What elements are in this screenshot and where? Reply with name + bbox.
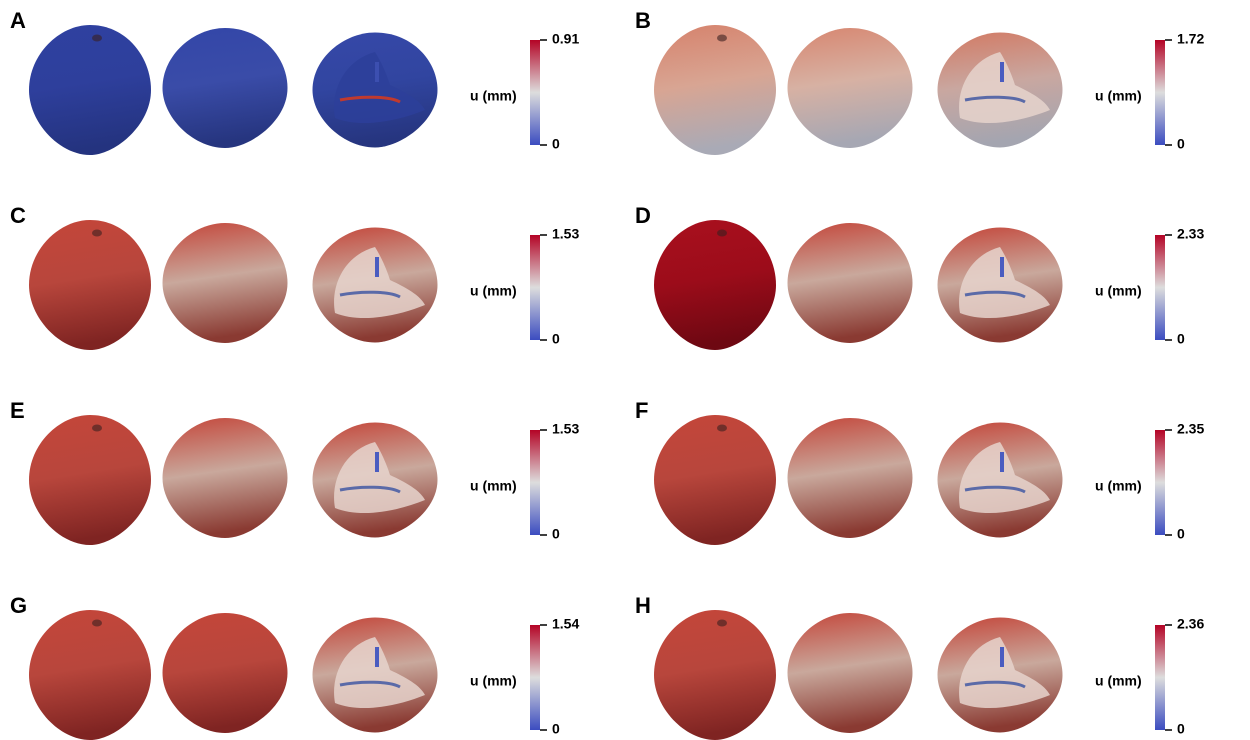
- colorbar: [530, 235, 540, 340]
- colorbar-tick-label: 0: [552, 721, 560, 737]
- panel: Du (mm) 0 2.33: [635, 203, 1204, 350]
- model-cut-face: [959, 442, 1050, 514]
- model-cut-detail: [339, 680, 401, 689]
- model-view: [654, 220, 776, 350]
- model-view: [787, 28, 913, 148]
- colorbar: [530, 40, 540, 145]
- model-cut-face: [334, 442, 425, 514]
- colorbar: [1155, 430, 1165, 535]
- colorbar-title: u (mm): [470, 478, 517, 494]
- colorbar-tick-label: 1.54: [552, 616, 579, 632]
- model-stem: [375, 62, 379, 82]
- model-hole: [717, 229, 727, 237]
- colorbar-title: u (mm): [1095, 673, 1142, 689]
- colorbar-tick-label: 0.91: [552, 31, 579, 47]
- colorbar: [530, 625, 540, 730]
- model-view: [654, 25, 776, 155]
- model-view: [162, 223, 288, 343]
- model-view: [162, 28, 288, 148]
- panel: Gu (mm) 0 1.54: [10, 593, 579, 740]
- colorbar-tick-label: 0: [1177, 331, 1185, 347]
- model-view: [654, 610, 776, 740]
- colorbar: [1155, 235, 1165, 340]
- panel-label: G: [10, 593, 27, 618]
- colorbar-title: u (mm): [470, 673, 517, 689]
- model-view: [29, 610, 151, 740]
- model-hole: [92, 619, 102, 627]
- model-cut-face: [959, 637, 1050, 709]
- model-cut-detail: [964, 290, 1026, 299]
- colorbar-tick-label: 0: [1177, 136, 1185, 152]
- panel-label: B: [635, 8, 651, 33]
- model-hole: [717, 34, 727, 42]
- colorbar-tick-label: 2.35: [1177, 421, 1204, 437]
- model-cut-face: [959, 52, 1050, 124]
- colorbar-title: u (mm): [470, 88, 517, 104]
- panel-label: D: [635, 203, 651, 228]
- colorbar-tick-label: 1.72: [1177, 31, 1204, 47]
- panel-label: H: [635, 593, 651, 618]
- model-view: [162, 418, 288, 538]
- model-stem: [1000, 452, 1004, 472]
- model-hole: [717, 619, 727, 627]
- model-hole: [92, 229, 102, 237]
- model-stem: [1000, 647, 1004, 667]
- model-stem: [375, 452, 379, 472]
- model-stem: [375, 647, 379, 667]
- panel-label: A: [10, 8, 26, 33]
- panel-label: F: [635, 398, 648, 423]
- model-stem: [1000, 62, 1004, 82]
- colorbar-tick-label: 1.53: [552, 421, 579, 437]
- model-view: [787, 418, 913, 538]
- colorbar: [1155, 625, 1165, 730]
- panel-label: E: [10, 398, 25, 423]
- model-view: [162, 613, 288, 733]
- colorbar-title: u (mm): [1095, 88, 1142, 104]
- model-cut-detail: [964, 485, 1026, 494]
- panel: Eu (mm) 0 1.53: [10, 398, 579, 545]
- model-hole: [92, 424, 102, 432]
- model-view: [787, 613, 913, 733]
- colorbar-tick-label: 0: [1177, 721, 1185, 737]
- model-view: [654, 415, 776, 545]
- colorbar-title: u (mm): [1095, 478, 1142, 494]
- model-view: [29, 220, 151, 350]
- colorbar-tick-label: 0: [1177, 526, 1185, 542]
- model-view: [787, 223, 913, 343]
- panel: Hu (mm) 0 2.36: [635, 593, 1204, 740]
- colorbar: [530, 430, 540, 535]
- panel: Bu (mm) 0 1.72: [635, 8, 1204, 155]
- colorbar-tick-label: 0: [552, 526, 560, 542]
- panel: Fu (mm) 0 2.35: [635, 398, 1204, 545]
- model-stem: [1000, 257, 1004, 277]
- model-cut-detail: [339, 485, 401, 494]
- colorbar-tick-label: 2.36: [1177, 616, 1204, 632]
- model-cut-detail: [339, 95, 401, 104]
- colorbar-tick-label: 1.53: [552, 226, 579, 242]
- colorbar-title: u (mm): [470, 283, 517, 299]
- colorbar: [1155, 40, 1165, 145]
- model-view: [29, 25, 151, 155]
- model-stem: [375, 257, 379, 277]
- model-view: [29, 415, 151, 545]
- model-hole: [717, 424, 727, 432]
- panel: Au (mm) 0 0.91: [10, 8, 579, 155]
- model-cut-detail: [339, 290, 401, 299]
- model-cut-face: [334, 637, 425, 709]
- colorbar-title: u (mm): [1095, 283, 1142, 299]
- model-cut-detail: [964, 680, 1026, 689]
- panel-label: C: [10, 203, 26, 228]
- model-cut-face: [334, 247, 425, 319]
- colorbar-tick-label: 2.33: [1177, 226, 1204, 242]
- panel: Cu (mm) 0 1.53: [10, 203, 579, 350]
- colorbar-tick-label: 0: [552, 136, 560, 152]
- model-cut-face: [959, 247, 1050, 319]
- colorbar-tick-label: 0: [552, 331, 560, 347]
- model-hole: [92, 34, 102, 42]
- model-cut-detail: [964, 95, 1026, 104]
- model-cut-face: [334, 52, 425, 124]
